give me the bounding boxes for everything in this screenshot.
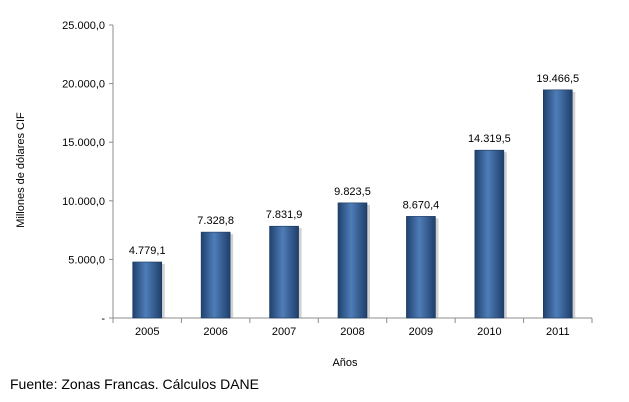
x-axis-title: Años	[332, 357, 358, 369]
data-label: 4.779,1	[129, 245, 166, 257]
y-tick-label: 20.000,0	[62, 79, 105, 91]
bar-2009	[406, 216, 436, 319]
bar-2007	[269, 225, 299, 319]
y-tick-label: 5.000,0	[68, 254, 105, 266]
bar-2005	[132, 261, 163, 319]
x-tick-label: 2008	[340, 326, 364, 338]
data-label: 7.328,8	[197, 215, 234, 227]
y-tick-label: 25.000,0	[62, 20, 105, 32]
x-tick-label: 2009	[409, 326, 433, 338]
y-tick-label: 10.000,0	[62, 196, 105, 208]
y-axis-title: Millones de dólares CIF	[15, 112, 27, 228]
bar-2006	[200, 231, 231, 319]
data-label: 9.823,5	[334, 186, 371, 198]
bar-2010	[474, 149, 505, 319]
bar-2011	[542, 89, 573, 319]
x-tick-label: 2007	[272, 326, 296, 338]
data-label: 8.670,4	[403, 199, 440, 211]
y-tick-label: 15.000,0	[62, 137, 105, 149]
x-tick-label: 2005	[135, 326, 159, 338]
x-tick-label: 2011	[546, 326, 570, 338]
x-tick-label: 2010	[477, 326, 501, 338]
bar-2008	[337, 202, 368, 319]
data-label: 7.831,9	[266, 209, 303, 221]
source-note: Fuente: Zonas Francas. Cálculos DANE	[10, 376, 259, 392]
x-tick-label: 2006	[203, 326, 227, 338]
y-tick-label: -	[101, 313, 105, 325]
data-label: 19.466,5	[536, 73, 579, 85]
data-label: 14.319,5	[468, 133, 511, 145]
